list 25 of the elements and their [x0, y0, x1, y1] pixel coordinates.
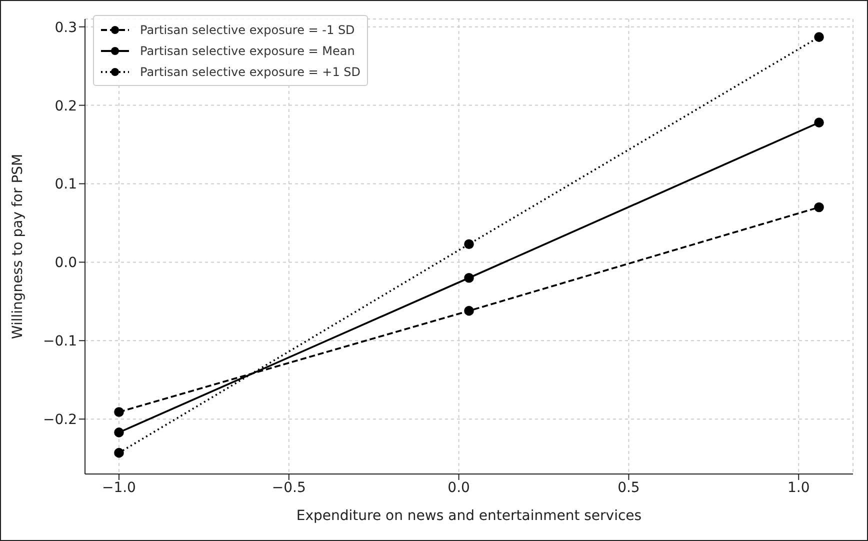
point — [114, 448, 124, 458]
y-tick-label: 0.2 — [54, 98, 77, 114]
point — [464, 306, 474, 316]
x-tick-label: 1.0 — [787, 480, 810, 496]
y-axis-title: Willingness to pay for PSM — [10, 154, 26, 340]
y-tick-label: 0.1 — [54, 176, 77, 193]
y-tick-label: −0.2 — [43, 412, 77, 428]
y-tick-label: −0.1 — [43, 334, 77, 350]
point — [114, 407, 124, 417]
x-tick-label: 0.5 — [618, 480, 640, 496]
point — [464, 239, 474, 250]
point — [464, 272, 474, 283]
point — [814, 202, 824, 212]
point — [114, 428, 124, 438]
y-tick-label: 0.3 — [54, 20, 77, 36]
legend-label: Partisan selective exposure = +1 SD — [140, 64, 361, 78]
x-axis-title: Expenditure on news and entertainment services — [296, 508, 642, 524]
legend-label: Partisan selective exposure = -1 SD — [140, 22, 355, 36]
x-tick-label: 0.0 — [448, 480, 470, 496]
legend-label: Partisan selective exposure = Mean — [140, 44, 355, 58]
y-tick-label: 0.0 — [54, 255, 77, 272]
x-tick-label: −1.0 — [102, 480, 136, 496]
point — [814, 32, 824, 42]
point — [814, 118, 824, 128]
x-tick-label: −0.5 — [272, 480, 306, 496]
